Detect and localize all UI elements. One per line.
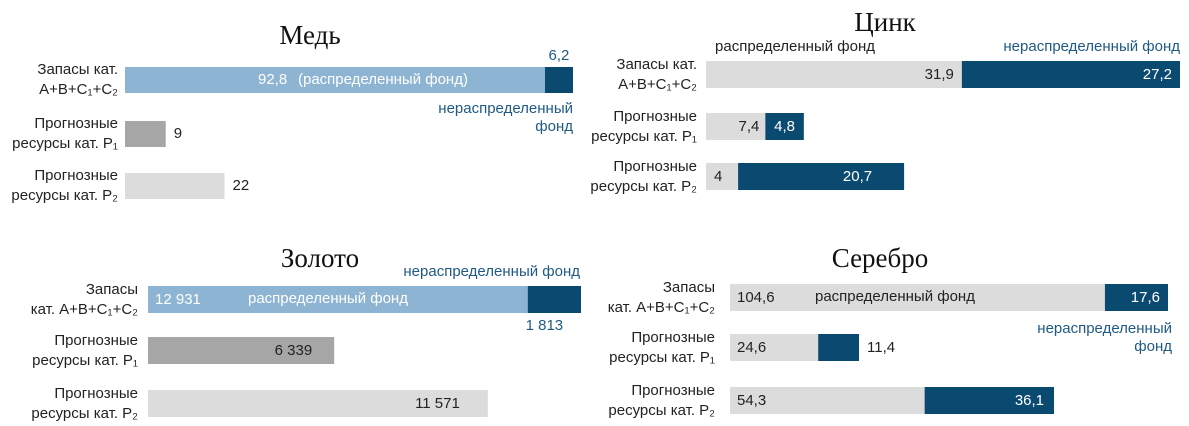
category-label: Запасы — [85, 280, 138, 298]
category-label: ресурсы кат. P₂ — [608, 401, 715, 419]
bar-segment — [148, 390, 488, 417]
bar-segment — [706, 113, 766, 140]
bar-segment — [730, 387, 925, 414]
chart-title: Золото — [280, 243, 360, 273]
series-name: нераспределенный фонд — [438, 100, 573, 135]
bar-segment — [730, 284, 1105, 311]
series-name: распределенный фонд — [248, 290, 408, 307]
bar-segment — [818, 334, 860, 361]
chart-title: Цинк — [854, 7, 916, 37]
series-name: нераспределенный фонд — [403, 263, 580, 280]
bar-segment — [738, 163, 905, 190]
category-label: Прогнозные — [54, 331, 138, 349]
series-name: нераспределенный фонд — [1003, 38, 1180, 55]
category-label: Запасы — [662, 278, 715, 296]
series-name: нераспределенный фонд — [1037, 320, 1172, 355]
bar-segment — [1104, 284, 1168, 311]
value-label: 12 931 — [155, 290, 201, 308]
category-label: кат. A+B+C₁+C₂ — [30, 300, 138, 318]
category-label: ресурсы кат. P₁ — [12, 135, 118, 152]
value-label: 1 813 — [525, 317, 564, 334]
value-label: 4 — [714, 167, 723, 185]
category-label: ресурсы кат. P₂ — [11, 187, 118, 204]
chart-title: Серебро — [831, 243, 929, 273]
category-label: ресурсы кат. P₁ — [32, 351, 138, 369]
series-name: (распределенный фонд) — [298, 71, 468, 88]
value-label: 22 — [232, 177, 250, 194]
bar-segment — [527, 286, 581, 313]
value-label: 9 — [173, 125, 183, 142]
category-label: ресурсы кат. P₁ — [609, 348, 715, 366]
value-label: 7,4 — [738, 117, 760, 135]
category-label: ресурсы кат. P₂ — [590, 177, 697, 195]
category-label: ресурсы кат. P₂ — [31, 404, 138, 422]
bar-segment — [765, 113, 804, 140]
category-label: Прогнозные — [34, 115, 118, 132]
category-label: A+B+C₁+C₂ — [39, 81, 118, 98]
series-name: распределенный фонд — [715, 38, 875, 55]
bar-segment — [125, 121, 166, 147]
bar-segment — [730, 334, 819, 361]
category-label: ресурсы кат. P₁ — [591, 127, 697, 145]
value-label: 6,2 — [548, 47, 570, 64]
bar-segment — [706, 61, 962, 88]
bar-segment — [961, 61, 1180, 88]
value-label: 24,6 — [737, 338, 767, 356]
bar-segment — [125, 173, 225, 199]
category-label: Прогнозные — [631, 328, 715, 346]
value-label: 104,6 — [737, 288, 775, 306]
category-label: Запасы кат. — [616, 55, 697, 73]
bar-segment — [148, 337, 335, 364]
value-label: 11,4 — [867, 338, 896, 356]
value-label: 31,9 — [924, 65, 954, 83]
value-label: 27,2 — [1142, 65, 1172, 83]
series-name: распределенный фонд — [815, 288, 975, 305]
category-label: Запасы кат. — [37, 61, 118, 78]
value-label: 6 339 — [274, 341, 313, 359]
value-label: 92,8 — [258, 71, 288, 88]
value-label: 20,7 — [842, 167, 873, 185]
category-label: Прогнозные — [631, 381, 715, 399]
value-label: 17,6 — [1130, 288, 1160, 306]
category-label: Прогнозные — [613, 107, 697, 125]
category-label: A+B+C₁+C₂ — [618, 75, 697, 93]
value-label: 11 571 — [415, 394, 460, 412]
bar-segment — [924, 387, 1055, 414]
bar-segment — [706, 163, 739, 190]
value-label: 54,3 — [737, 391, 767, 409]
category-label: Прогнозные — [54, 384, 138, 402]
category-label: Прогнозные — [613, 157, 697, 175]
category-label: Прогнозные — [34, 167, 118, 184]
category-label: кат. A+B+C₁+C₂ — [607, 298, 715, 316]
chart-title: Медь — [279, 20, 341, 50]
value-label: 4,8 — [774, 117, 796, 135]
bar-segment — [148, 286, 528, 313]
value-label: 36,1 — [1014, 391, 1045, 409]
bar-segment — [544, 67, 573, 93]
bar-segment — [125, 67, 545, 93]
